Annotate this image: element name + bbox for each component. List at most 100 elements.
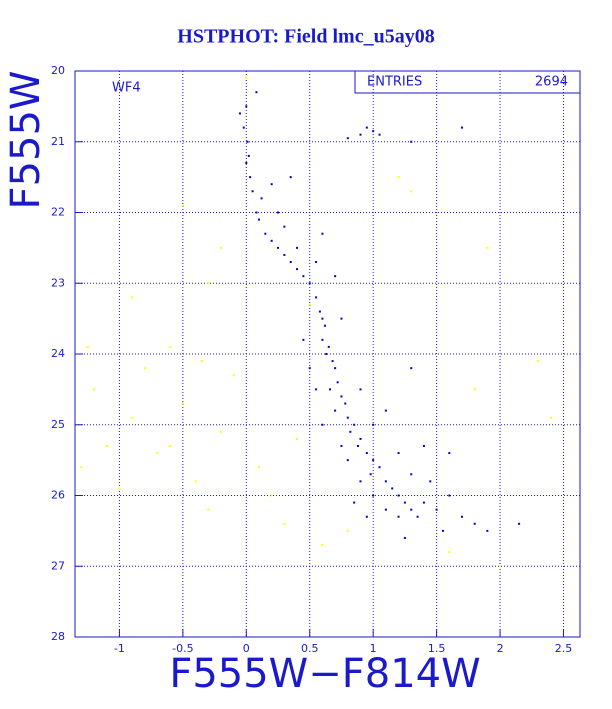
point	[321, 232, 324, 235]
point	[238, 112, 241, 115]
point	[372, 423, 375, 426]
point	[334, 275, 337, 278]
point	[384, 409, 387, 412]
point	[346, 137, 349, 140]
point	[410, 140, 413, 143]
point	[325, 353, 328, 355]
point	[327, 345, 330, 348]
point	[219, 430, 222, 433]
point	[518, 522, 521, 525]
point	[80, 466, 83, 469]
stats-label: ENTRIES	[367, 75, 422, 90]
point	[397, 494, 400, 497]
stats-value: 2694	[535, 75, 568, 90]
point	[270, 183, 273, 186]
point	[410, 367, 413, 370]
point	[308, 282, 311, 285]
point	[486, 529, 489, 532]
point	[391, 487, 394, 490]
point	[473, 388, 476, 391]
point	[410, 190, 413, 193]
point	[207, 282, 210, 285]
x-tick-label: 2	[497, 642, 504, 655]
y-tick-label: 28	[51, 630, 65, 643]
point	[255, 211, 258, 214]
point	[277, 246, 280, 249]
point	[365, 452, 368, 455]
point	[249, 176, 252, 179]
x-tick-label: -0.5	[172, 642, 193, 655]
point	[296, 268, 299, 271]
point	[105, 444, 108, 447]
point	[359, 480, 362, 483]
point	[329, 388, 332, 391]
point	[448, 551, 451, 554]
point	[245, 161, 248, 164]
y-tick-label: 23	[51, 276, 65, 289]
point	[169, 444, 172, 447]
point	[245, 105, 248, 108]
point	[460, 126, 463, 129]
point	[397, 515, 400, 518]
point	[378, 466, 381, 469]
point	[384, 508, 387, 511]
point	[416, 515, 419, 518]
point	[257, 466, 260, 469]
point	[410, 473, 413, 476]
point	[460, 515, 463, 518]
chart-title: HSTPHOT: Field lmc_u5ay08	[177, 26, 434, 48]
x-axis-label: F555W−F814W	[169, 651, 480, 697]
point	[353, 423, 356, 426]
point	[340, 395, 343, 398]
point	[422, 501, 425, 504]
x-tick-label: 1	[370, 642, 377, 655]
point	[302, 275, 305, 278]
point	[232, 374, 235, 377]
point	[257, 218, 260, 221]
point	[289, 261, 292, 264]
point	[321, 544, 324, 547]
point	[251, 190, 254, 193]
y-tick-label: 22	[51, 206, 65, 219]
point	[296, 246, 299, 249]
point	[315, 296, 318, 299]
point	[334, 409, 337, 412]
point	[365, 126, 368, 129]
point	[486, 246, 489, 249]
point	[181, 402, 184, 405]
point	[156, 452, 159, 455]
point	[441, 529, 444, 532]
point	[321, 317, 324, 320]
point	[340, 444, 343, 447]
point	[346, 529, 349, 532]
point	[448, 494, 451, 497]
point	[346, 416, 349, 419]
point	[537, 360, 540, 363]
point	[118, 487, 121, 490]
point	[255, 91, 258, 94]
point	[264, 232, 267, 235]
point	[499, 565, 502, 568]
point	[403, 501, 406, 504]
panel-label: WF4	[112, 81, 141, 96]
point	[86, 345, 89, 348]
point	[372, 459, 375, 462]
point	[289, 176, 292, 179]
point	[372, 494, 375, 497]
point	[283, 253, 286, 256]
point	[302, 338, 305, 341]
point	[346, 459, 349, 462]
point	[359, 437, 362, 440]
point	[340, 317, 343, 320]
point	[336, 381, 339, 384]
point	[207, 508, 210, 511]
point	[473, 522, 476, 525]
point	[283, 522, 286, 525]
point	[397, 176, 400, 179]
point	[359, 388, 362, 391]
plot-frame	[74, 70, 581, 638]
y-tick-label: 21	[51, 135, 65, 148]
point	[318, 310, 321, 313]
x-tick-label: 0	[243, 642, 250, 655]
